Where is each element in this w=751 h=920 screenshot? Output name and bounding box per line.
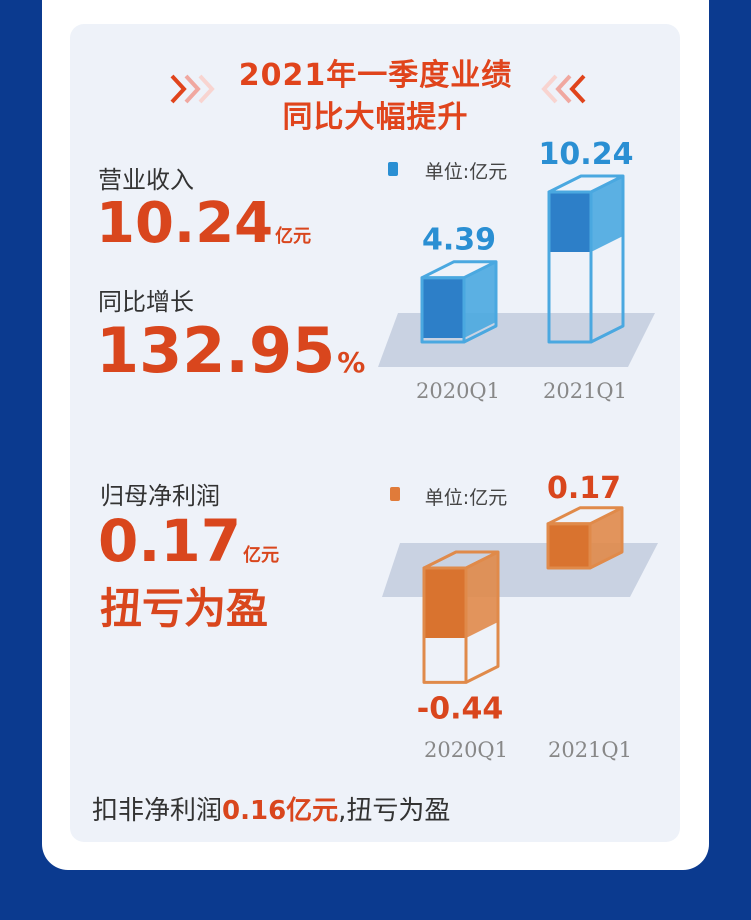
chevron-left-icon <box>541 74 586 104</box>
profit-status: 扭亏为盈 <box>100 584 269 633</box>
revenue-label: 营业收入 <box>98 166 194 194</box>
profit-bar-0 <box>422 550 500 684</box>
profit-category-0: 2020Q1 <box>424 738 508 762</box>
legend-cube-icon <box>388 162 398 176</box>
chart-floor <box>378 313 655 367</box>
panel <box>70 24 680 842</box>
revenue-bar-front-1 <box>549 192 591 252</box>
legend-cube-icon-2 <box>390 487 400 501</box>
legend-unit-label-2: 单位:亿元 <box>425 487 507 509</box>
revenue-bar-front-0 <box>422 277 464 338</box>
profit-label: 归母净利润 <box>100 482 220 510</box>
revenue-category-0: 2020Q1 <box>416 379 500 403</box>
growth-label: 同比增长 <box>98 288 194 316</box>
revenue-category-1: 2021Q1 <box>543 379 627 403</box>
profit-bar-front-0 <box>424 568 466 638</box>
revenue-value: 10.24 亿元 <box>96 191 312 256</box>
profit-bar-1 <box>546 506 624 570</box>
profit-chart: 单位:亿元 -0.44 2020Q1 0.17 2021Q1 <box>382 471 658 762</box>
profit-value-label-0: -0.44 <box>417 691 503 726</box>
growth-value: 132.95% <box>96 314 366 387</box>
revenue-bar-0 <box>420 260 498 344</box>
legend-unit-label: 单位:亿元 <box>425 161 507 183</box>
profit-value: 0.17 亿元 <box>98 507 280 575</box>
footer-text: 扣非净利润0.16亿元,扭亏为盈 <box>92 796 451 826</box>
profit-value-label-1: 0.17 <box>547 471 621 506</box>
title-line-2: 同比大幅提升 <box>282 100 469 135</box>
chevron-right-icon <box>170 74 215 104</box>
title-line-1: 2021年一季度业绩 <box>238 58 513 93</box>
profit-category-1: 2021Q1 <box>548 738 632 762</box>
revenue-value-label-1: 10.24 <box>539 137 634 172</box>
profit-bar-front-1 <box>548 523 590 568</box>
revenue-value-label-0: 4.39 <box>422 223 496 258</box>
revenue-bar-1 <box>547 174 625 344</box>
profit-bar-side-0 <box>466 552 498 638</box>
revenue-chart: 单位:亿元 4.39 2020Q1 10.24 2021Q1 <box>378 137 655 403</box>
profit-bar-side-1 <box>590 507 622 568</box>
revenue-bar-side-1 <box>591 176 623 252</box>
revenue-bar-side-0 <box>464 261 496 338</box>
